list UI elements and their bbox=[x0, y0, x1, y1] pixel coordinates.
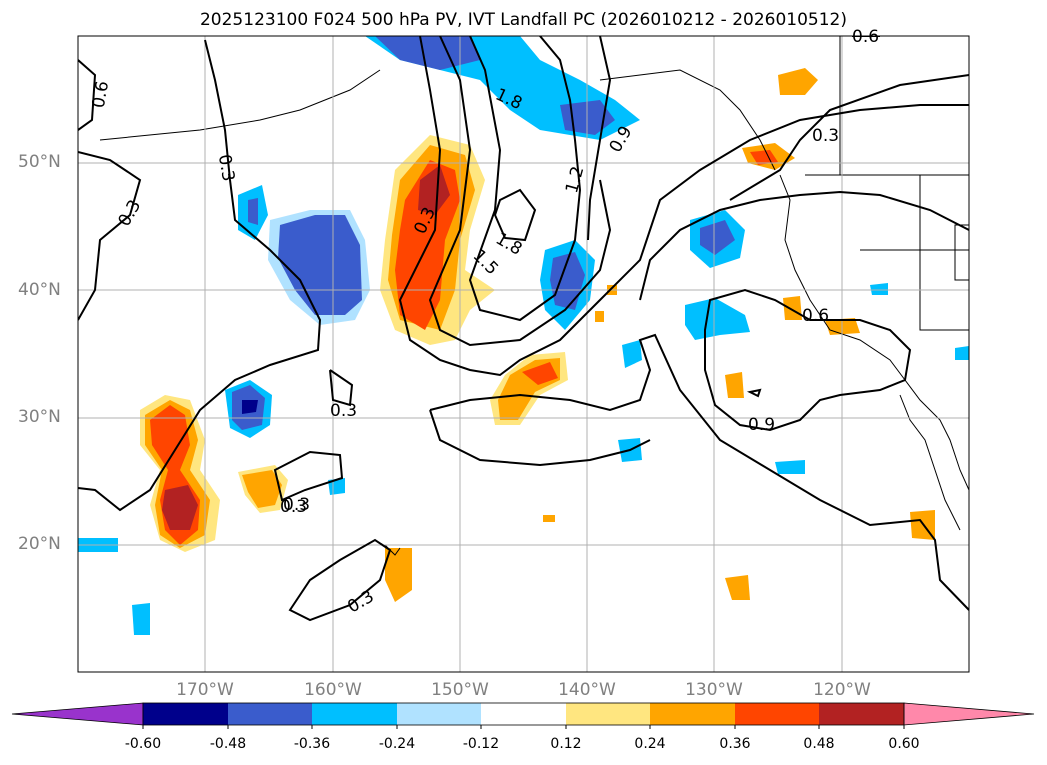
colorbar-tick-label: 0.60 bbox=[888, 736, 920, 752]
contour-label: 0.3 bbox=[280, 497, 307, 517]
lon-label: 170°W bbox=[176, 680, 234, 700]
lon-label: 130°W bbox=[685, 680, 743, 700]
contour-label: 0.6 bbox=[852, 27, 879, 47]
lon-label: 160°W bbox=[304, 680, 362, 700]
contour-label: 0.6 bbox=[89, 80, 113, 110]
lon-label: 150°W bbox=[431, 680, 489, 700]
contour-label: 0.3 bbox=[330, 401, 357, 421]
lat-label: 30°N bbox=[18, 407, 61, 427]
colorbar-tick-label: -0.12 bbox=[462, 736, 500, 752]
contour-label: 0.3 bbox=[283, 495, 310, 515]
plot-border bbox=[77, 35, 970, 673]
ivt-contours bbox=[78, 36, 969, 622]
colorbar-tick-label: -0.48 bbox=[209, 736, 247, 752]
map-title: 2025123100 F024 500 hPa PV, IVT Landfall… bbox=[199, 10, 847, 30]
lat-label: 50°N bbox=[18, 152, 61, 172]
graticule bbox=[78, 36, 969, 672]
colorbar-tick-label: -0.60 bbox=[124, 736, 162, 752]
lon-label: 120°W bbox=[813, 680, 871, 700]
map-plot-area bbox=[78, 36, 969, 672]
colorbar-tick-label: -0.24 bbox=[378, 736, 416, 752]
colorbar-tick-label: 0.24 bbox=[634, 736, 666, 752]
lat-label: 20°N bbox=[18, 534, 61, 554]
colorbar-tick-label: 0.36 bbox=[719, 736, 751, 752]
contour-label: 0.3 bbox=[214, 153, 238, 183]
contour-label: 0.3 bbox=[812, 126, 839, 146]
contour-label: 0.9 bbox=[748, 415, 775, 435]
colorbar-tick-label: 0.48 bbox=[803, 736, 835, 752]
coastlines bbox=[99, 36, 969, 556]
colorbar-tick-label: 0.12 bbox=[550, 736, 582, 752]
contour-label: 0.6 bbox=[802, 306, 829, 326]
colorbar bbox=[11, 702, 1035, 729]
lon-label: 140°W bbox=[558, 680, 616, 700]
lat-label: 40°N bbox=[18, 280, 61, 300]
colorbar-tick-label: -0.36 bbox=[293, 736, 331, 752]
